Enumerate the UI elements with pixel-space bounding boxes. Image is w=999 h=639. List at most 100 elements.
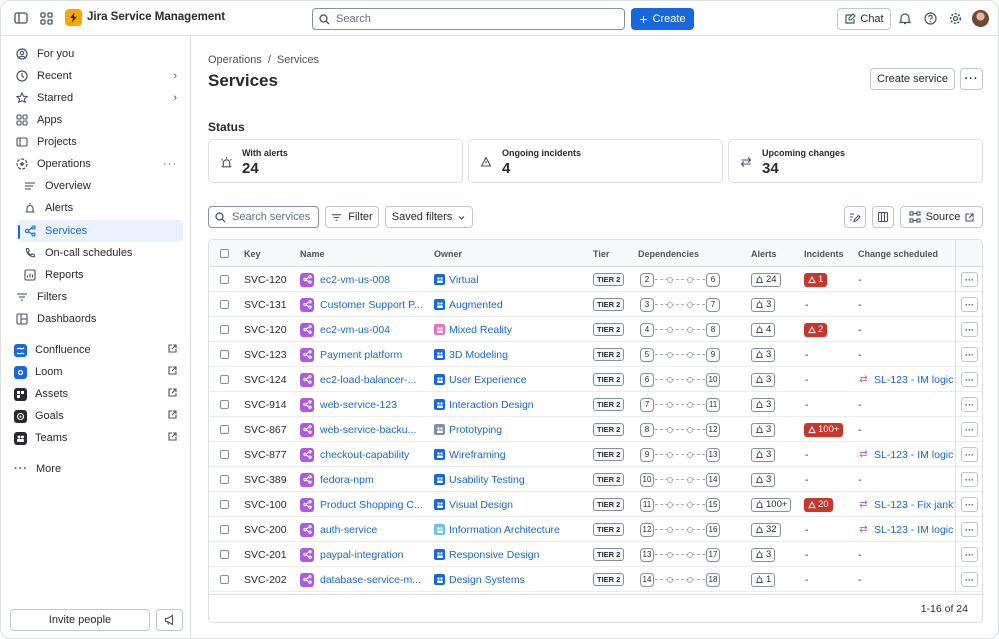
owner-name[interactable]: Information Architecture <box>449 523 560 536</box>
status-card-ongoing-incidents[interactable]: Ongoing incidents 4 <box>468 139 723 183</box>
jira-logo-icon[interactable] <box>65 9 82 26</box>
owner-team[interactable]: Virtual <box>434 267 584 292</box>
row-more-button[interactable]: ··· <box>961 447 978 462</box>
service-name-link[interactable]: Product Shopping C... <box>300 492 425 517</box>
change-link[interactable]: ⇄ SL-123 - IM logic <box>858 367 954 392</box>
owner-team[interactable]: Augmented <box>434 292 584 317</box>
alerts-cell[interactable]: 32 <box>751 517 781 542</box>
sidebar-item-services[interactable]: Services <box>17 220 183 242</box>
service-name[interactable]: ec2-vm-us-008 <box>320 273 391 286</box>
service-name-link[interactable]: checkout-capability <box>300 442 425 467</box>
service-name-link[interactable]: ec2-vm-us-008 <box>300 267 425 292</box>
sidebar-app-teams[interactable]: Teams <box>9 427 183 449</box>
alerts-cell[interactable]: 3 <box>751 367 776 392</box>
service-name[interactable]: ec2-vm-us-004 <box>320 323 391 336</box>
row-checkbox[interactable] <box>220 425 229 434</box>
alerts-cell[interactable]: 3 <box>751 442 776 467</box>
feedback-button[interactable] <box>156 609 183 631</box>
owner-name[interactable]: Mixed Reality <box>449 323 513 336</box>
sidebar-toggle-icon[interactable] <box>12 9 30 27</box>
global-search-input[interactable]: Search <box>312 8 625 30</box>
table-row[interactable]: SVC-877 checkout-capability Wireframing TIE… <box>209 442 982 467</box>
service-name-link[interactable]: paypal-integration <box>300 542 425 567</box>
service-name-link[interactable]: fedora-npm <box>300 467 425 492</box>
owner-name[interactable]: Wireframing <box>449 448 506 461</box>
row-checkbox[interactable] <box>220 300 229 309</box>
table-row[interactable]: SVC-120 ec2-vm-us-004 Mixed Reality TIER 2 4… <box>209 317 982 342</box>
row-checkbox[interactable] <box>220 525 229 534</box>
status-card-upcoming-changes[interactable]: Upcoming changes 34 <box>728 139 983 183</box>
dependencies-cell[interactable]: 13 17 <box>640 542 720 567</box>
row-more-button[interactable]: ··· <box>961 547 978 562</box>
create-button[interactable]: + Create <box>631 8 694 30</box>
sidebar-item-reports[interactable]: Reports <box>17 264 183 286</box>
service-name-link[interactable]: web-service-123 <box>300 392 425 417</box>
service-name-link[interactable]: ec2-vm-us-004 <box>300 317 425 342</box>
alerts-cell[interactable]: 3 <box>751 342 776 367</box>
service-name[interactable]: auth-service <box>320 523 378 536</box>
dependencies-cell[interactable]: 11 15 <box>640 492 720 517</box>
service-name-link[interactable]: Customer Support P... <box>300 292 425 317</box>
table-row[interactable]: SVC-914 web-service-123 Interaction Design… <box>209 392 982 417</box>
alerts-cell[interactable]: 4 <box>751 317 776 342</box>
help-icon[interactable] <box>921 9 939 27</box>
change-name[interactable]: SL-123 - IM logic <box>874 523 954 536</box>
edit-columns-button[interactable] <box>844 206 866 228</box>
alerts-cell[interactable]: 3 <box>751 392 776 417</box>
table-row[interactable]: SVC-201 paypal-integration Responsive Desi… <box>209 542 982 567</box>
service-name[interactable]: Customer Support P... <box>320 298 423 311</box>
service-name[interactable]: fedora-npm <box>320 473 374 486</box>
row-checkbox[interactable] <box>220 275 229 284</box>
sidebar-item-apps[interactable]: Apps <box>9 109 183 131</box>
dependencies-cell[interactable]: 9 13 <box>640 442 720 467</box>
row-more-button[interactable]: ··· <box>961 272 978 287</box>
sidebar-item-overview[interactable]: Overview <box>17 175 183 197</box>
column-header-tier[interactable]: Tier <box>593 249 610 259</box>
settings-gear-icon[interactable] <box>946 9 964 27</box>
user-avatar[interactable] <box>972 10 989 27</box>
service-name[interactable]: web-service-123 <box>320 398 398 411</box>
column-header-key[interactable]: Key <box>244 249 261 259</box>
table-row[interactable]: SVC-202 database-service-m... Design Syste… <box>209 567 982 592</box>
notifications-bell-icon[interactable] <box>896 9 914 27</box>
row-more-button[interactable]: ··· <box>961 297 978 312</box>
sidebar-item-alerts[interactable]: Alerts <box>17 197 183 219</box>
row-checkbox[interactable] <box>220 550 229 559</box>
table-row[interactable]: SVC-867 web-service-backu... Prototyping TI… <box>209 417 982 442</box>
change-link[interactable]: ⇄ SL-123 - Fix janky <box>858 492 954 517</box>
table-row[interactable]: SVC-389 fedora-npm Usability Testing TIER 2… <box>209 467 982 492</box>
alerts-cell[interactable]: 100+ <box>751 492 792 517</box>
owner-name[interactable]: 3D Modeling <box>449 348 508 361</box>
owner-team[interactable]: 3D Modeling <box>434 342 584 367</box>
service-name[interactable]: ec2-load-balancer-... <box>320 373 417 386</box>
service-name-link[interactable]: Payment platform <box>300 342 425 367</box>
alerts-cell[interactable]: 3 <box>751 542 776 567</box>
owner-name[interactable]: Design Systems <box>449 573 525 586</box>
change-name[interactable]: SL-123 - Fix janky <box>874 498 954 511</box>
sidebar-item-dashboards[interactable]: Dashbaords <box>9 308 183 330</box>
service-name[interactable]: web-service-backu... <box>320 423 417 436</box>
dependencies-cell[interactable]: 10 14 <box>640 467 720 492</box>
breadcrumb-operations[interactable]: Operations <box>208 54 262 66</box>
incidents-cell[interactable]: 100+ <box>804 417 844 442</box>
sidebar-item-filters[interactable]: Filters <box>9 286 183 308</box>
alerts-cell[interactable]: 3 <box>751 417 776 442</box>
service-name-link[interactable]: auth-service <box>300 517 425 542</box>
select-all-checkbox[interactable] <box>220 249 229 258</box>
breadcrumb-services[interactable]: Services <box>276 54 320 66</box>
table-row[interactable]: SVC-123 Payment platform 3D Modeling TIER 2… <box>209 342 982 367</box>
search-services-input[interactable]: Search services <box>208 206 319 228</box>
chat-button[interactable]: Chat <box>837 8 891 30</box>
owner-name[interactable]: Usability Testing <box>449 473 525 486</box>
invite-people-button[interactable]: Invite people <box>10 609 150 631</box>
service-name[interactable]: Product Shopping C... <box>320 498 423 511</box>
sidebar-app-assets[interactable]: Assets <box>9 383 183 405</box>
column-header-alerts[interactable]: Alerts <box>751 249 777 259</box>
row-checkbox[interactable] <box>220 375 229 384</box>
incidents-cell[interactable]: 20 <box>804 492 833 517</box>
change-link[interactable]: ⇄ SL-123 - IM logic <box>858 517 954 542</box>
row-checkbox[interactable] <box>220 450 229 459</box>
